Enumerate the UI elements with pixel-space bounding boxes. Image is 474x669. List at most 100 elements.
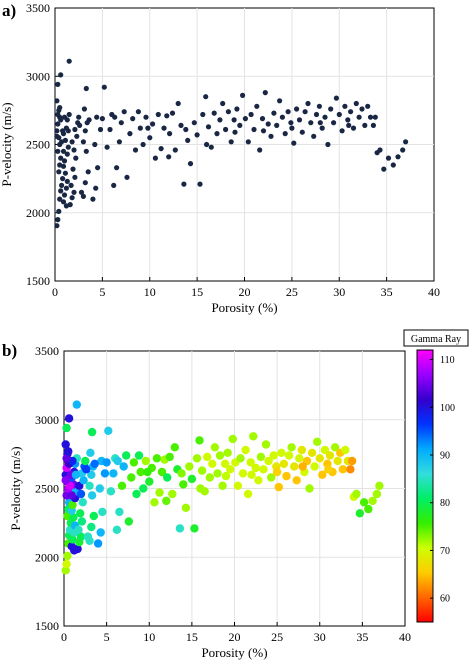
data-point: [364, 504, 373, 514]
data-point: [122, 451, 131, 460]
data-point: [305, 100, 311, 107]
data-point: [317, 120, 323, 126]
data-point: [265, 121, 271, 127]
data-point: [76, 489, 86, 499]
data-point: [355, 509, 364, 518]
data-point: [87, 522, 96, 532]
data-point: [208, 144, 214, 150]
data-point: [86, 117, 92, 123]
x-axis-title-a: Porosity (%): [211, 300, 277, 315]
data-point: [168, 489, 177, 499]
y-tick-label: 3000: [35, 413, 59, 427]
data-point: [71, 470, 81, 479]
data-point: [311, 133, 317, 139]
data-point: [152, 155, 158, 161]
y-tick-label: 2000: [26, 206, 50, 220]
data-point: [203, 94, 209, 100]
data-point: [291, 140, 297, 146]
data-point: [175, 524, 185, 533]
panel-b: b) 0 5 10 15 20 25 30 35 4015002000250030003500 …: [2, 341, 411, 660]
data-point: [139, 484, 148, 493]
data-point: [67, 491, 76, 500]
data-point: [338, 465, 347, 474]
data-point: [185, 462, 194, 471]
data-point: [55, 81, 61, 87]
data-point: [251, 126, 257, 133]
data-point: [62, 559, 71, 569]
data-point: [58, 117, 64, 123]
data-point: [368, 496, 377, 506]
data-point: [69, 513, 78, 522]
data-point: [132, 489, 141, 499]
data-point: [82, 180, 88, 186]
data-point: [290, 462, 299, 471]
data-point: [54, 98, 60, 104]
data-point: [308, 120, 314, 126]
data-point: [90, 459, 99, 468]
data-point: [78, 498, 88, 507]
data-point: [89, 511, 99, 521]
data-point: [247, 470, 256, 479]
data-point: [260, 128, 267, 134]
data-point: [68, 535, 77, 544]
data-point: [330, 443, 340, 452]
data-point: [339, 128, 345, 134]
data-point: [61, 158, 68, 164]
data-point: [271, 110, 277, 116]
data-point: [200, 111, 206, 118]
data-point: [177, 469, 186, 478]
data-point: [85, 536, 94, 545]
data-point: [277, 98, 283, 104]
data-point: [64, 178, 70, 184]
data-point: [319, 125, 325, 131]
x-axis-title-b: Porosity (%): [201, 645, 267, 660]
data-point: [113, 456, 122, 466]
data-point: [169, 110, 176, 116]
data-point: [72, 400, 82, 409]
data-point: [208, 459, 217, 468]
data-point: [170, 443, 179, 452]
data-point: [69, 195, 75, 201]
data-point: [81, 456, 90, 466]
data-point: [381, 166, 387, 172]
data-point: [62, 454, 71, 463]
data-point: [356, 114, 362, 120]
data-point: [367, 114, 374, 120]
data-point: [54, 223, 60, 229]
y-tick-label: 3500: [35, 344, 59, 358]
data-point: [353, 100, 359, 107]
data-point: [400, 147, 406, 153]
data-point: [377, 147, 383, 153]
data-point: [372, 114, 378, 120]
data-point: [119, 462, 128, 471]
data-point: [331, 120, 337, 126]
data-point: [124, 174, 130, 180]
data-point: [295, 454, 304, 463]
data-point: [63, 185, 69, 191]
y-tick-label: 2000: [35, 550, 59, 564]
data-point: [310, 462, 319, 471]
data-point: [254, 103, 260, 109]
data-point: [285, 109, 291, 115]
data-point: [64, 447, 73, 456]
data-point: [106, 487, 116, 496]
data-point: [346, 122, 352, 128]
data-point: [175, 100, 181, 107]
data-point: [57, 105, 63, 111]
data-point: [59, 182, 65, 188]
data-point: [242, 116, 248, 122]
data-point: [60, 163, 67, 169]
data-point: [114, 165, 120, 171]
data-point: [118, 120, 124, 126]
data-point: [181, 503, 191, 512]
data-point: [248, 111, 254, 118]
data-point: [87, 470, 96, 479]
data-point: [221, 471, 231, 481]
data-point: [241, 445, 250, 455]
data-point: [93, 185, 99, 191]
colorbar-tick-label: 90: [440, 450, 450, 461]
data-point: [112, 114, 118, 120]
data-point: [135, 109, 141, 115]
data-point: [71, 189, 77, 195]
data-point: [130, 116, 136, 122]
